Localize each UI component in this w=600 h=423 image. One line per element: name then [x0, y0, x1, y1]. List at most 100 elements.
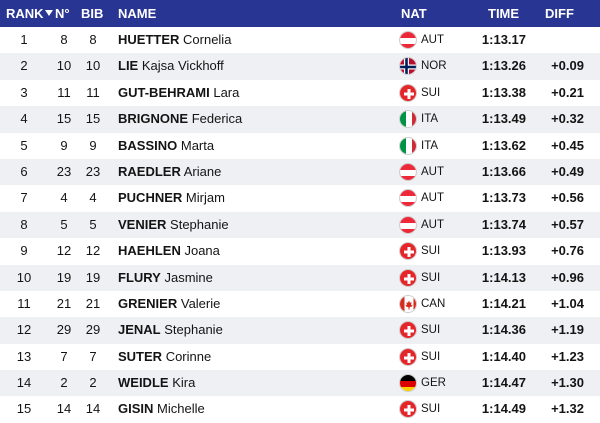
- austria-flag-icon: [399, 162, 417, 181]
- table-row[interactable]: 11 21 21 GRENIER Valerie CAN 1:14.21 +1.04: [0, 290, 600, 318]
- rank-cell: 4: [20, 111, 28, 127]
- table-row[interactable]: 4 15 15 BRIGNONE Federica ITA 1:13.49 +0.32: [0, 106, 600, 133]
- switzerland-flag-icon: [399, 347, 417, 366]
- column-header-time[interactable]: TIME: [488, 6, 520, 21]
- column-header-name[interactable]: NAME: [118, 6, 157, 21]
- nation-flag-cell: [399, 238, 419, 264]
- table-row[interactable]: 15 14 14 GISIN Michelle SUI 1:14.49 +1.32: [0, 396, 600, 423]
- table-row[interactable]: 9 12 12 HAEHLEN Joana SUI 1:13.93 +0.76: [0, 238, 600, 265]
- column-header-bib[interactable]: BIB: [81, 6, 104, 21]
- nation-code-cell: SUI: [421, 271, 441, 284]
- time-cell: 1:13.66: [481, 163, 526, 179]
- bib-cell: 15: [85, 111, 101, 127]
- athlete-name-cell[interactable]: SUTER Corinne: [118, 344, 211, 370]
- athlete-name-cell[interactable]: WEIDLE Kira: [118, 370, 195, 396]
- diff-cell: +1.23: [551, 348, 584, 364]
- italy-flag-icon: [399, 136, 417, 155]
- bib-cell: 5: [89, 216, 97, 232]
- italy-flag-icon: [399, 110, 417, 129]
- switzerland-flag-icon: [399, 321, 417, 340]
- sort-arrow-icon[interactable]: [44, 10, 53, 17]
- rank-cell: 3: [20, 84, 28, 100]
- bib-cell: 21: [85, 295, 101, 311]
- nation-code-cell: CAN: [421, 297, 446, 310]
- nation-flag-cell: [399, 27, 419, 53]
- start-number-cell: 11: [57, 84, 71, 100]
- athlete-name-cell[interactable]: GUT-BEHRAMI Lara: [118, 80, 239, 106]
- table-row[interactable]: 6 23 23 RAEDLER Ariane AUT 1:13.66 +0.49: [0, 158, 600, 186]
- time-cell: 1:14.21: [481, 295, 526, 311]
- table-row[interactable]: 3 11 11 GUT-BEHRAMI Lara SUI 1:13.38 +0.21: [0, 79, 600, 107]
- start-number-cell: 14: [56, 401, 72, 417]
- table-row[interactable]: 14 2 2 WEIDLE Kira GER 1:14.47 +1.30: [0, 370, 600, 397]
- athlete-name-cell[interactable]: HUETTER Cornelia: [118, 27, 231, 53]
- athlete-first-name: Marta: [180, 137, 215, 153]
- athlete-name-cell[interactable]: PUCHNER Mirjam: [118, 185, 225, 211]
- rank-cell: 1: [20, 32, 28, 47]
- nation-flag-cell: [399, 185, 419, 211]
- switzerland-flag-icon: [399, 268, 417, 287]
- athlete-first-name: Cornelia: [183, 32, 232, 47]
- athlete-first-name: Kira: [172, 375, 196, 391]
- nation-code-cell: ITA: [421, 113, 439, 126]
- athlete-surname: JENAL: [118, 322, 161, 338]
- athlete-name-cell[interactable]: HAEHLEN Joana: [118, 238, 220, 264]
- diff-cell: +0.09: [551, 58, 584, 74]
- start-number-cell: 4: [60, 190, 68, 206]
- table-row[interactable]: 8 5 5 VENIER Stephanie AUT 1:13.74 +0.57: [0, 211, 600, 239]
- nation-flag-cell: [399, 344, 419, 370]
- athlete-name-cell[interactable]: RAEDLER Ariane: [118, 159, 221, 185]
- bib-cell: 29: [85, 322, 101, 338]
- table-row[interactable]: 12 29 29 JENAL Stephanie SUI 1:14.36 +1.19: [0, 317, 600, 344]
- nation-code-cell: NOR: [421, 60, 447, 73]
- table-row[interactable]: 2 10 10 LIE Kajsa Vickhoff NOR 1:13.26 +0.09: [0, 53, 600, 80]
- austria-flag-icon: [399, 31, 417, 49]
- athlete-name-cell[interactable]: GISIN Michelle: [118, 396, 205, 422]
- start-number-cell: 10: [56, 58, 72, 74]
- athlete-surname: SUTER: [118, 348, 163, 364]
- table-row[interactable]: 7 4 4 PUCHNER Mirjam AUT 1:13.73 +0.56: [0, 185, 600, 212]
- switzerland-flag-icon: [399, 400, 417, 419]
- table-row[interactable]: 13 7 7 SUTER Corinne SUI 1:14.40 +1.23: [0, 343, 600, 371]
- athlete-first-name: Corinne: [165, 348, 212, 364]
- athlete-surname: LIE: [118, 58, 139, 74]
- nation-code-cell: SUI: [421, 86, 441, 99]
- athlete-name-cell[interactable]: VENIER Stephanie: [118, 212, 229, 238]
- athlete-surname: GISIN: [118, 401, 154, 417]
- athlete-first-name: Stephanie: [170, 216, 229, 232]
- diff-cell: +1.19: [551, 322, 584, 338]
- column-header-nat[interactable]: NAT: [401, 6, 427, 21]
- bib-cell: 11: [86, 84, 100, 100]
- start-number-cell: 21: [56, 295, 72, 311]
- nation-code-cell: ITA: [421, 139, 439, 152]
- nation-code-cell: SUI: [421, 245, 441, 258]
- nation-code-cell: GER: [421, 377, 446, 390]
- rank-header-label: RANK: [6, 6, 44, 21]
- table-row[interactable]: 10 19 19 FLURY Jasmine SUI 1:14.13 +0.96: [0, 264, 600, 291]
- nation-code-cell: AUT: [421, 165, 444, 178]
- athlete-name-cell[interactable]: JENAL Stephanie: [118, 317, 223, 343]
- diff-cell: +0.96: [551, 269, 584, 285]
- athlete-name-cell[interactable]: FLURY Jasmine: [118, 265, 213, 291]
- start-number-cell: 12: [56, 243, 72, 259]
- nation-code-cell: AUT: [421, 192, 444, 205]
- time-cell: 1:14.49: [481, 401, 526, 417]
- column-header-no[interactable]: N°: [55, 6, 70, 21]
- athlete-name-cell[interactable]: BRIGNONE Federica: [118, 106, 242, 132]
- bib-cell: 9: [89, 137, 97, 153]
- column-header-diff[interactable]: DIFF: [545, 6, 574, 21]
- column-header-rank[interactable]: RANK: [6, 0, 53, 27]
- diff-cell: +0.45: [551, 137, 584, 153]
- athlete-name-cell[interactable]: GRENIER Valerie: [118, 291, 220, 317]
- table-header: RANK N° BIB NAME NAT TIME DIFF: [0, 0, 600, 27]
- diff-cell: +0.76: [551, 243, 584, 259]
- time-cell: 1:13.73: [481, 190, 526, 206]
- table-row[interactable]: 5 9 9 BASSINO Marta ITA 1:13.62 +0.45: [0, 132, 600, 159]
- start-number-cell: 2: [60, 375, 68, 391]
- athlete-name-cell[interactable]: LIE Kajsa Vickhoff: [118, 53, 224, 79]
- rank-cell: 6: [20, 163, 28, 179]
- athlete-name-cell[interactable]: BASSINO Marta: [118, 133, 214, 159]
- nation-code-cell: SUI: [421, 403, 441, 416]
- rank-cell: 12: [16, 322, 32, 338]
- table-row[interactable]: 1 8 8 HUETTER Cornelia AUT 1:13.17: [0, 27, 600, 54]
